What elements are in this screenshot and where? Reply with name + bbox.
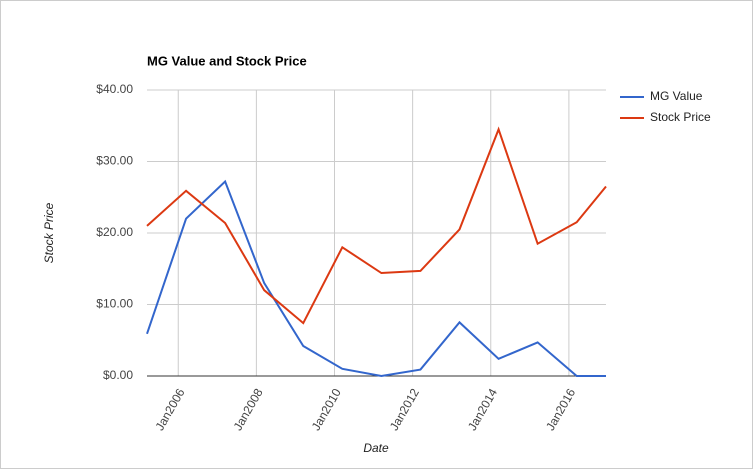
chart-title: MG Value and Stock Price [147,53,307,68]
y-tick-label: $30.00 [96,154,133,168]
y-tick-label: $0.00 [103,368,133,382]
y-tick-label: $20.00 [96,225,133,239]
x-axis-label: Date [363,441,389,455]
y-tick-label: $10.00 [96,297,133,311]
y-tick-label: $40.00 [96,82,133,96]
y-axis-label: Stock Price [42,202,56,263]
legend-label: Stock Price [650,110,711,124]
series-line [146,179,606,378]
series-line [146,126,607,325]
legend-label: MG Value [650,89,703,103]
